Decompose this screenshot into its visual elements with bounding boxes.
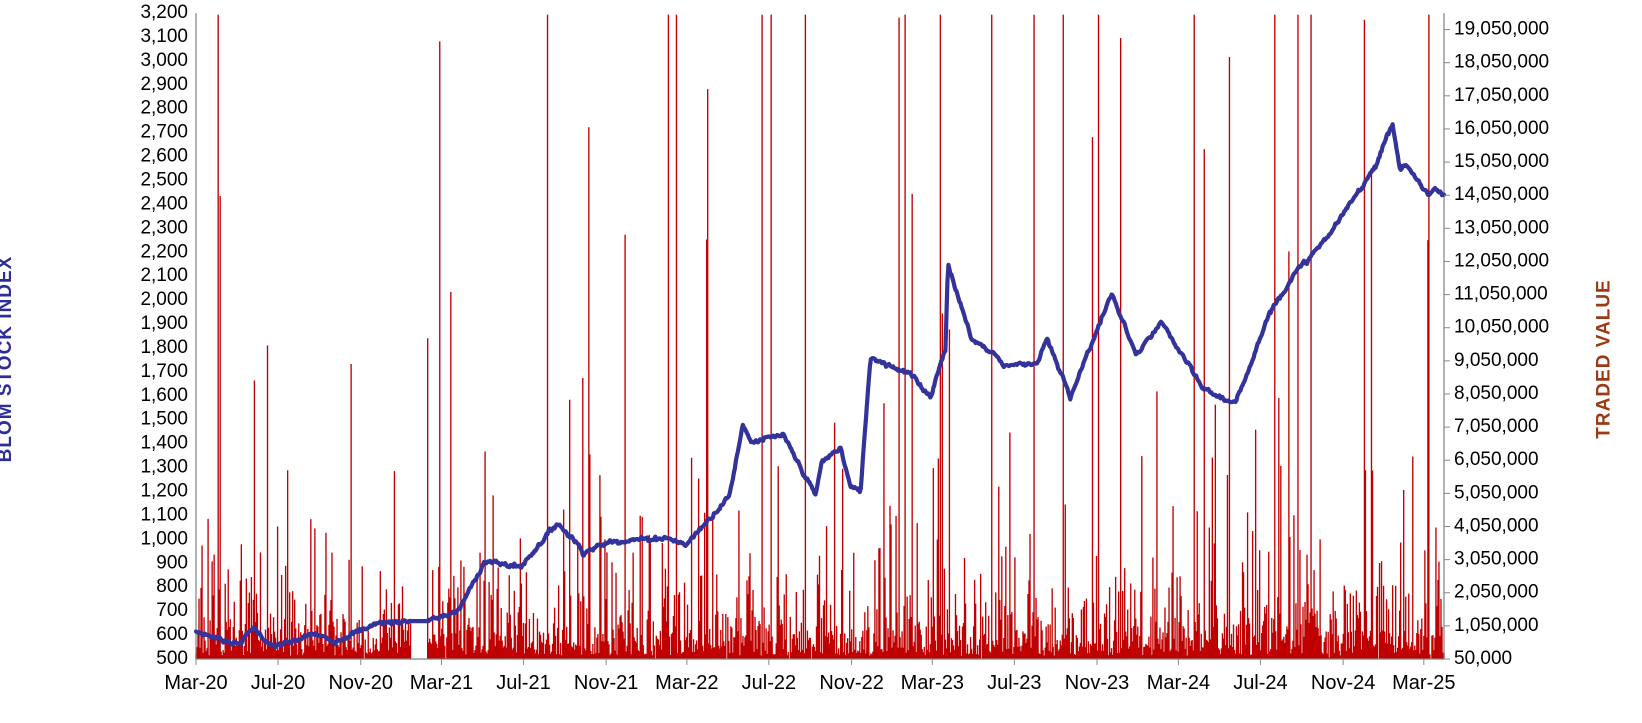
- svg-text:4,050,000: 4,050,000: [1454, 515, 1539, 536]
- svg-text:13,050,000: 13,050,000: [1454, 217, 1549, 238]
- svg-text:Mar-20: Mar-20: [164, 672, 227, 694]
- svg-text:500: 500: [156, 648, 188, 669]
- svg-text:2,000: 2,000: [140, 289, 188, 310]
- svg-text:5,050,000: 5,050,000: [1454, 482, 1539, 503]
- svg-text:Nov-20: Nov-20: [328, 672, 392, 694]
- svg-text:1,700: 1,700: [140, 361, 188, 382]
- svg-text:16,050,000: 16,050,000: [1454, 118, 1549, 139]
- svg-text:3,000: 3,000: [140, 50, 188, 71]
- svg-text:3,100: 3,100: [140, 26, 188, 47]
- svg-text:2,700: 2,700: [140, 122, 188, 143]
- svg-text:Jul-21: Jul-21: [496, 672, 550, 694]
- svg-text:Jul-24: Jul-24: [1233, 672, 1287, 694]
- svg-text:Jul-22: Jul-22: [742, 672, 796, 694]
- svg-text:Mar-24: Mar-24: [1147, 672, 1210, 694]
- svg-text:14,050,000: 14,050,000: [1454, 184, 1549, 205]
- svg-text:Nov-23: Nov-23: [1065, 672, 1129, 694]
- svg-text:11,050,000: 11,050,000: [1454, 284, 1548, 305]
- svg-text:3,200: 3,200: [140, 2, 188, 23]
- svg-text:3,050,000: 3,050,000: [1454, 549, 1539, 570]
- svg-text:Nov-22: Nov-22: [819, 672, 883, 694]
- svg-text:1,400: 1,400: [140, 433, 188, 454]
- svg-text:7,050,000: 7,050,000: [1454, 416, 1539, 437]
- svg-text:17,050,000: 17,050,000: [1454, 85, 1549, 106]
- svg-text:2,800: 2,800: [140, 98, 188, 119]
- svg-text:9,050,000: 9,050,000: [1454, 350, 1539, 371]
- svg-text:6,050,000: 6,050,000: [1454, 449, 1539, 470]
- svg-text:1,800: 1,800: [140, 337, 188, 358]
- svg-text:Mar-25: Mar-25: [1392, 672, 1455, 694]
- svg-text:2,900: 2,900: [140, 74, 188, 95]
- svg-text:800: 800: [156, 576, 188, 597]
- svg-text:Nov-24: Nov-24: [1311, 672, 1375, 694]
- svg-text:1,500: 1,500: [140, 409, 188, 430]
- svg-text:Mar-23: Mar-23: [901, 672, 964, 694]
- svg-text:2,400: 2,400: [140, 193, 188, 214]
- svg-text:Mar-22: Mar-22: [655, 672, 718, 694]
- svg-text:19,050,000: 19,050,000: [1454, 19, 1549, 40]
- svg-text:10,050,000: 10,050,000: [1454, 317, 1549, 338]
- svg-text:1,300: 1,300: [140, 457, 188, 478]
- svg-text:1,050,000: 1,050,000: [1454, 615, 1539, 636]
- svg-text:2,500: 2,500: [140, 169, 188, 190]
- svg-text:Jul-23: Jul-23: [987, 672, 1041, 694]
- svg-text:2,300: 2,300: [140, 217, 188, 238]
- svg-text:1,200: 1,200: [140, 481, 188, 502]
- svg-text:2,200: 2,200: [140, 241, 188, 262]
- svg-text:15,050,000: 15,050,000: [1454, 151, 1549, 172]
- svg-text:2,050,000: 2,050,000: [1454, 582, 1539, 603]
- svg-text:18,050,000: 18,050,000: [1454, 52, 1549, 73]
- svg-text:12,050,000: 12,050,000: [1454, 250, 1549, 271]
- svg-text:1,000: 1,000: [140, 528, 188, 549]
- svg-text:50,000: 50,000: [1454, 648, 1512, 669]
- svg-text:Mar-21: Mar-21: [410, 672, 473, 694]
- svg-text:2,600: 2,600: [140, 146, 188, 167]
- svg-text:1,600: 1,600: [140, 385, 188, 406]
- svg-text:1,100: 1,100: [140, 504, 188, 525]
- svg-text:Nov-21: Nov-21: [574, 672, 638, 694]
- svg-text:2,100: 2,100: [140, 265, 188, 286]
- svg-text:Jul-20: Jul-20: [251, 672, 305, 694]
- svg-text:8,050,000: 8,050,000: [1454, 383, 1539, 404]
- svg-text:900: 900: [156, 552, 188, 573]
- svg-text:700: 700: [156, 600, 188, 621]
- svg-text:1,900: 1,900: [140, 313, 188, 334]
- svg-text:600: 600: [156, 624, 188, 645]
